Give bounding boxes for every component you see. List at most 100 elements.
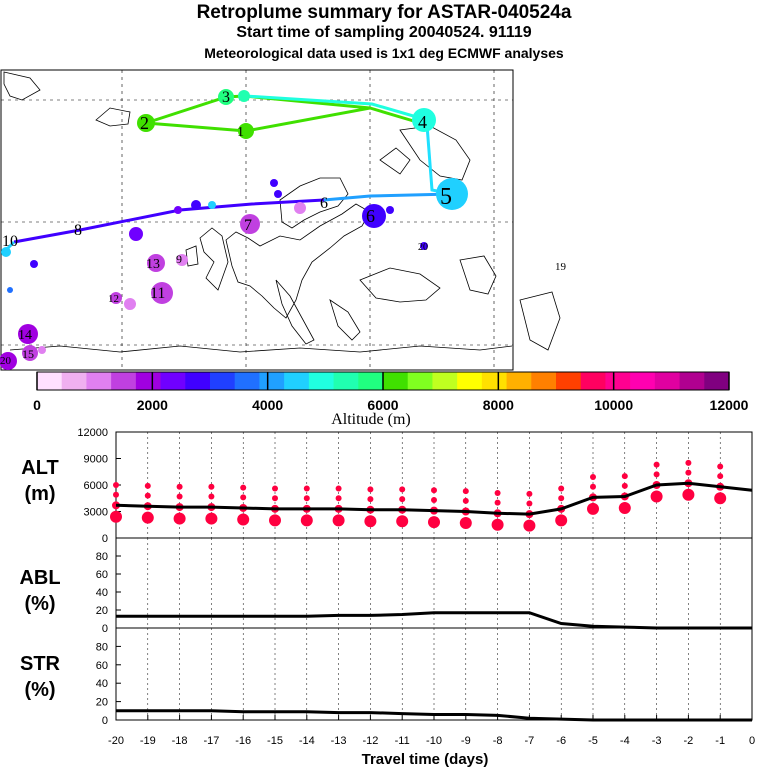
alt-particle-dot — [555, 514, 568, 527]
colorbar-cell — [383, 372, 409, 390]
x-tick-label: -4 — [620, 735, 630, 747]
alt-particle-dot — [653, 461, 660, 468]
alt-particle-dot — [335, 495, 342, 502]
x-tick-label: -2 — [684, 735, 694, 747]
colorbar-cell — [457, 372, 483, 390]
colorbar-cell — [605, 372, 631, 390]
x-tick-label: -1 — [715, 735, 725, 747]
colorbar-tick-label: 10000 — [594, 397, 633, 413]
alt-particle-dot — [587, 502, 599, 515]
colorbar-cell — [333, 372, 359, 390]
x-tick-label: -12 — [362, 735, 378, 747]
colorbar-axis-label: Altitude (m) — [331, 411, 411, 428]
map-marker — [147, 254, 165, 272]
colorbar-cell — [358, 372, 384, 390]
alt-particle-dot — [523, 519, 536, 532]
day-label: 9 — [176, 252, 182, 266]
map-marker — [176, 254, 188, 266]
alt-particle-dot — [650, 490, 663, 503]
map-marker — [110, 292, 122, 304]
alt-particle-dot — [144, 492, 151, 499]
colorbar-cell — [61, 372, 87, 390]
alt-particle-dot — [526, 500, 533, 507]
day-label: 5 — [440, 184, 452, 210]
map-marker — [7, 287, 13, 293]
day-label: 14 — [18, 328, 32, 343]
abl-ylabel: ABL — [19, 567, 60, 589]
alt-particle-dot — [526, 490, 533, 497]
alt-particle-dot — [300, 514, 313, 527]
day-label: 12 — [108, 293, 119, 305]
colorbar-cell — [432, 372, 458, 390]
map-marker — [412, 108, 436, 132]
met-data-label: Meteorological data used is 1x1 deg ECMW… — [204, 45, 564, 61]
map-marker — [30, 260, 38, 268]
colorbar-cell — [234, 372, 260, 390]
alt-particle-dot — [335, 485, 342, 492]
colorbar-tick-label: 12000 — [710, 397, 749, 413]
alt-particle-dot — [205, 512, 218, 525]
alt-particle-dot — [494, 489, 501, 496]
alt-particle-dot — [399, 486, 406, 493]
x-tick-label: 0 — [749, 735, 755, 747]
x-tick-label: -6 — [556, 735, 566, 747]
colorbar-cell — [481, 372, 508, 390]
day-label: 20 — [418, 242, 428, 253]
map-marker — [124, 298, 136, 310]
alt-particle-dot — [685, 459, 692, 466]
x-tick-label: -3 — [652, 735, 662, 747]
day-label: 1 — [237, 125, 244, 140]
colorbar-tick-label: 8000 — [483, 397, 514, 413]
day-label: 3 — [222, 89, 230, 106]
map-marker — [22, 345, 38, 361]
alt-particle-dot — [459, 516, 472, 529]
colorbar-cell — [654, 372, 681, 390]
alt-ytick-label: 6000 — [84, 480, 108, 492]
alt-unit-label: (m) — [24, 483, 55, 505]
day-label: 13 — [146, 257, 160, 272]
alt-particle-dot — [208, 493, 215, 500]
alt-particle-dot — [618, 501, 631, 514]
x-tick-label: -13 — [331, 735, 347, 747]
colorbar-cell — [86, 372, 112, 390]
map-marker — [238, 123, 254, 139]
map-marker — [240, 214, 260, 234]
alt-particle-dot — [491, 518, 504, 531]
x-tick-label: -19 — [140, 735, 156, 747]
alt-particle-dot — [399, 496, 406, 503]
colorbar-cell — [284, 372, 310, 390]
colorbar-cell — [506, 372, 532, 390]
day-label: 11 — [150, 285, 165, 302]
alt-particle-dot — [590, 483, 596, 490]
colorbar-cell — [407, 372, 433, 390]
alt-particle-dot — [367, 496, 374, 503]
alt-particle-dot — [240, 494, 247, 501]
colorbar-cell — [259, 372, 285, 390]
alt-particle-dot — [558, 485, 565, 492]
day-label: 7 — [244, 217, 252, 234]
str-ylabel: STR — [20, 653, 61, 675]
alt-particle-dot — [272, 485, 278, 492]
alt-particle-dot — [113, 491, 119, 498]
alt-particle-dot — [558, 495, 565, 502]
abl-ytick-label: 60 — [96, 569, 108, 581]
colorbar-cell — [111, 372, 137, 390]
x-tick-label: -7 — [525, 735, 535, 747]
day-label: 20 — [0, 355, 12, 367]
alt-ylabel: ALT — [21, 457, 58, 479]
alt-particle-dot — [653, 471, 660, 478]
alt-particle-dot — [714, 492, 727, 505]
str-ytick-label: 40 — [96, 678, 108, 690]
colorbar-cell — [210, 372, 236, 390]
map-marker — [270, 179, 278, 187]
map-marker — [1, 247, 11, 257]
x-tick-label: -5 — [588, 735, 598, 747]
colorbar-cell — [531, 372, 557, 390]
alt-particle-dot — [364, 515, 377, 528]
map-marker — [129, 227, 143, 241]
map-panel: 2 1 3 4 5 6 7 6 8 9 10 11 12 13 14 15 19… — [0, 69, 567, 371]
alt-particle-dot — [110, 510, 122, 523]
colorbar-cell — [185, 372, 211, 390]
alt-particle-dot — [590, 474, 596, 481]
day-label: 4 — [418, 112, 427, 132]
